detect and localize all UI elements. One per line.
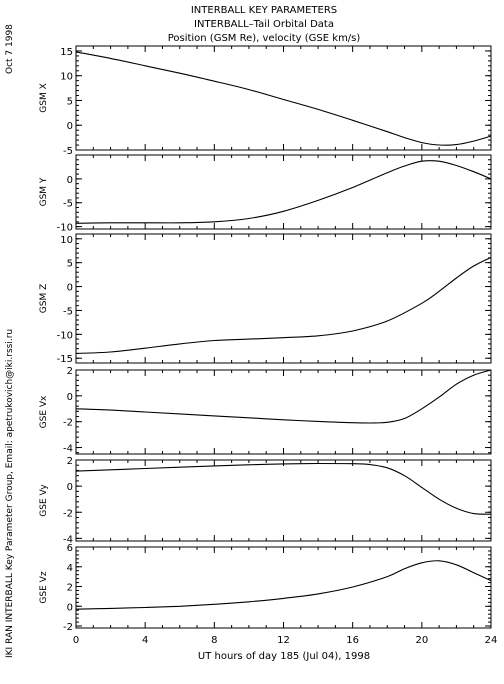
y-tick-label: -10 — [57, 330, 73, 341]
panel-4: -4 -2 0 2 GSE Vx — [39, 366, 492, 455]
y-tick-label: 0 — [67, 175, 73, 186]
y-axis-label: GSM Y — [39, 177, 49, 206]
x-tick-label: 8 — [211, 635, 217, 646]
y-tick-label: 2 — [67, 456, 73, 467]
x-tick-label: 20 — [415, 635, 428, 646]
x-axis-label: UT hours of day 185 (Jul 04), 1998 — [198, 651, 370, 662]
series-line-gse-vz — [75, 560, 492, 610]
y-tick-label: 4 — [67, 563, 73, 574]
chart-title-1: INTERBALL KEY PARAMETERS — [191, 5, 337, 16]
y-tick-label: 15 — [60, 47, 73, 58]
series-line-gsm-z — [75, 256, 492, 354]
y-tick-label: 10 — [60, 235, 73, 246]
y-axis-label: GSE Vy — [39, 484, 49, 517]
panel-2: -10 -5 0 GSM Y — [39, 154, 492, 234]
y-tick-label: 0 — [67, 482, 73, 493]
y-tick-label: 6 — [67, 543, 73, 554]
y-tick-label: -5 — [63, 146, 73, 157]
y-tick-label: -2 — [63, 622, 73, 633]
series-line-gse-vy — [75, 462, 492, 515]
y-axis-label: GSM Z — [39, 284, 49, 313]
chart-title-3: Position (GSM Re), velocity (GSE km/s) — [168, 33, 361, 44]
y-tick-label: -4 — [63, 534, 73, 545]
y-tick-label: 5 — [67, 259, 73, 270]
y-axis-label: GSE Vz — [39, 571, 49, 603]
panel-frame — [75, 546, 492, 629]
y-tick-label: 0 — [67, 121, 73, 132]
y-tick-label: -2 — [63, 508, 73, 519]
x-tick-label: 16 — [346, 635, 359, 646]
y-tick-label: 10 — [60, 72, 73, 83]
chart-title-2: INTERBALL–Tail Orbital Data — [194, 19, 334, 30]
x-tick-label: 12 — [277, 635, 290, 646]
series-line-gsm-x — [75, 51, 492, 146]
y-tick-label: 2 — [67, 583, 73, 594]
x-tick-label: 0 — [73, 635, 79, 646]
y-tick-label: -4 — [63, 444, 73, 455]
y-tick-label: -5 — [63, 306, 73, 317]
panel-frame — [75, 154, 492, 230]
y-tick-label: -2 — [63, 418, 73, 429]
panel-frame — [75, 459, 492, 542]
panel-5: -4 -2 0 2 GSE Vy — [39, 456, 492, 545]
y-tick-label: -10 — [57, 223, 73, 234]
x-tick-label: 24 — [485, 635, 498, 646]
x-tick-label: 4 — [142, 635, 148, 646]
y-tick-label: 5 — [67, 96, 73, 107]
series-line-gsm-y — [75, 160, 492, 224]
series-line-gse-vx — [75, 369, 492, 424]
y-tick-label: 0 — [67, 283, 73, 294]
y-tick-label: -15 — [57, 354, 73, 365]
side-credit: IKI RAN INTERBALL Key Parameter Group, E… — [5, 329, 15, 658]
y-tick-label: -5 — [63, 199, 73, 210]
y-tick-label: 2 — [67, 366, 73, 377]
panel-6: -2 0 2 4 6 GSE Vz — [39, 543, 492, 633]
y-tick-label: 0 — [67, 392, 73, 403]
y-tick-label: 0 — [67, 602, 73, 613]
y-axis-label: GSM X — [39, 83, 49, 112]
y-axis-label: GSE Vx — [39, 395, 49, 428]
panel-frame — [75, 45, 492, 151]
panel-3: -15 -10 -5 0 5 10 GSM Z — [39, 233, 492, 365]
date-stamp: Oct 7 1998 — [5, 24, 15, 74]
panel-1: -5 0 5 10 15 GSM X — [39, 45, 492, 157]
